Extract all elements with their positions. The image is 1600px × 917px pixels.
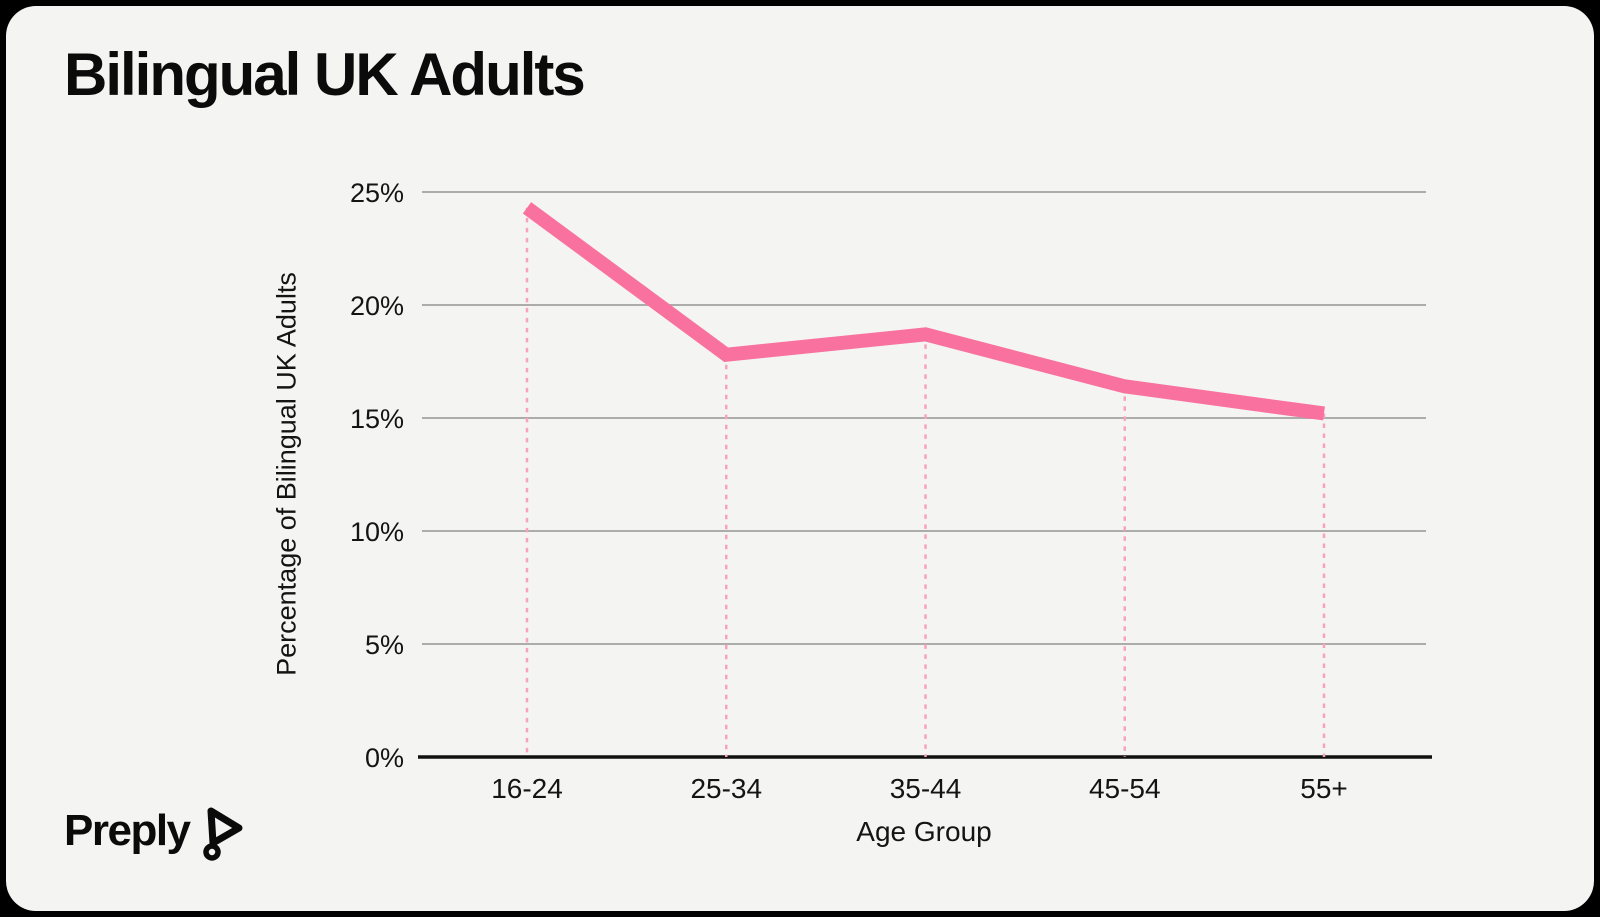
y-tick-label: 25% [350, 178, 404, 208]
x-axis-title: Age Group [856, 816, 992, 847]
brand-logo: Preply [64, 800, 244, 862]
y-tick-label: 20% [350, 291, 404, 321]
preply-speech-bubble-icon [202, 807, 243, 861]
page-title: Bilingual UK Adults [64, 41, 586, 108]
x-tick-label: 35-44 [890, 773, 962, 804]
y-axis-title: Percentage of Bilingual UK Adults [271, 272, 302, 676]
chart-card [6, 6, 1594, 911]
y-tick-label: 0% [365, 743, 404, 773]
x-tick-label: 55+ [1300, 773, 1348, 804]
y-tick-label: 10% [350, 517, 404, 547]
y-tick-label: 5% [365, 630, 404, 660]
y-tick-label: 15% [350, 404, 404, 434]
brand-wordmark: Preply [64, 805, 191, 855]
x-tick-label: 25-34 [690, 773, 762, 804]
data-line [522, 202, 1325, 421]
x-tick-label: 45-54 [1089, 773, 1161, 804]
x-tick-label: 16-24 [491, 773, 563, 804]
